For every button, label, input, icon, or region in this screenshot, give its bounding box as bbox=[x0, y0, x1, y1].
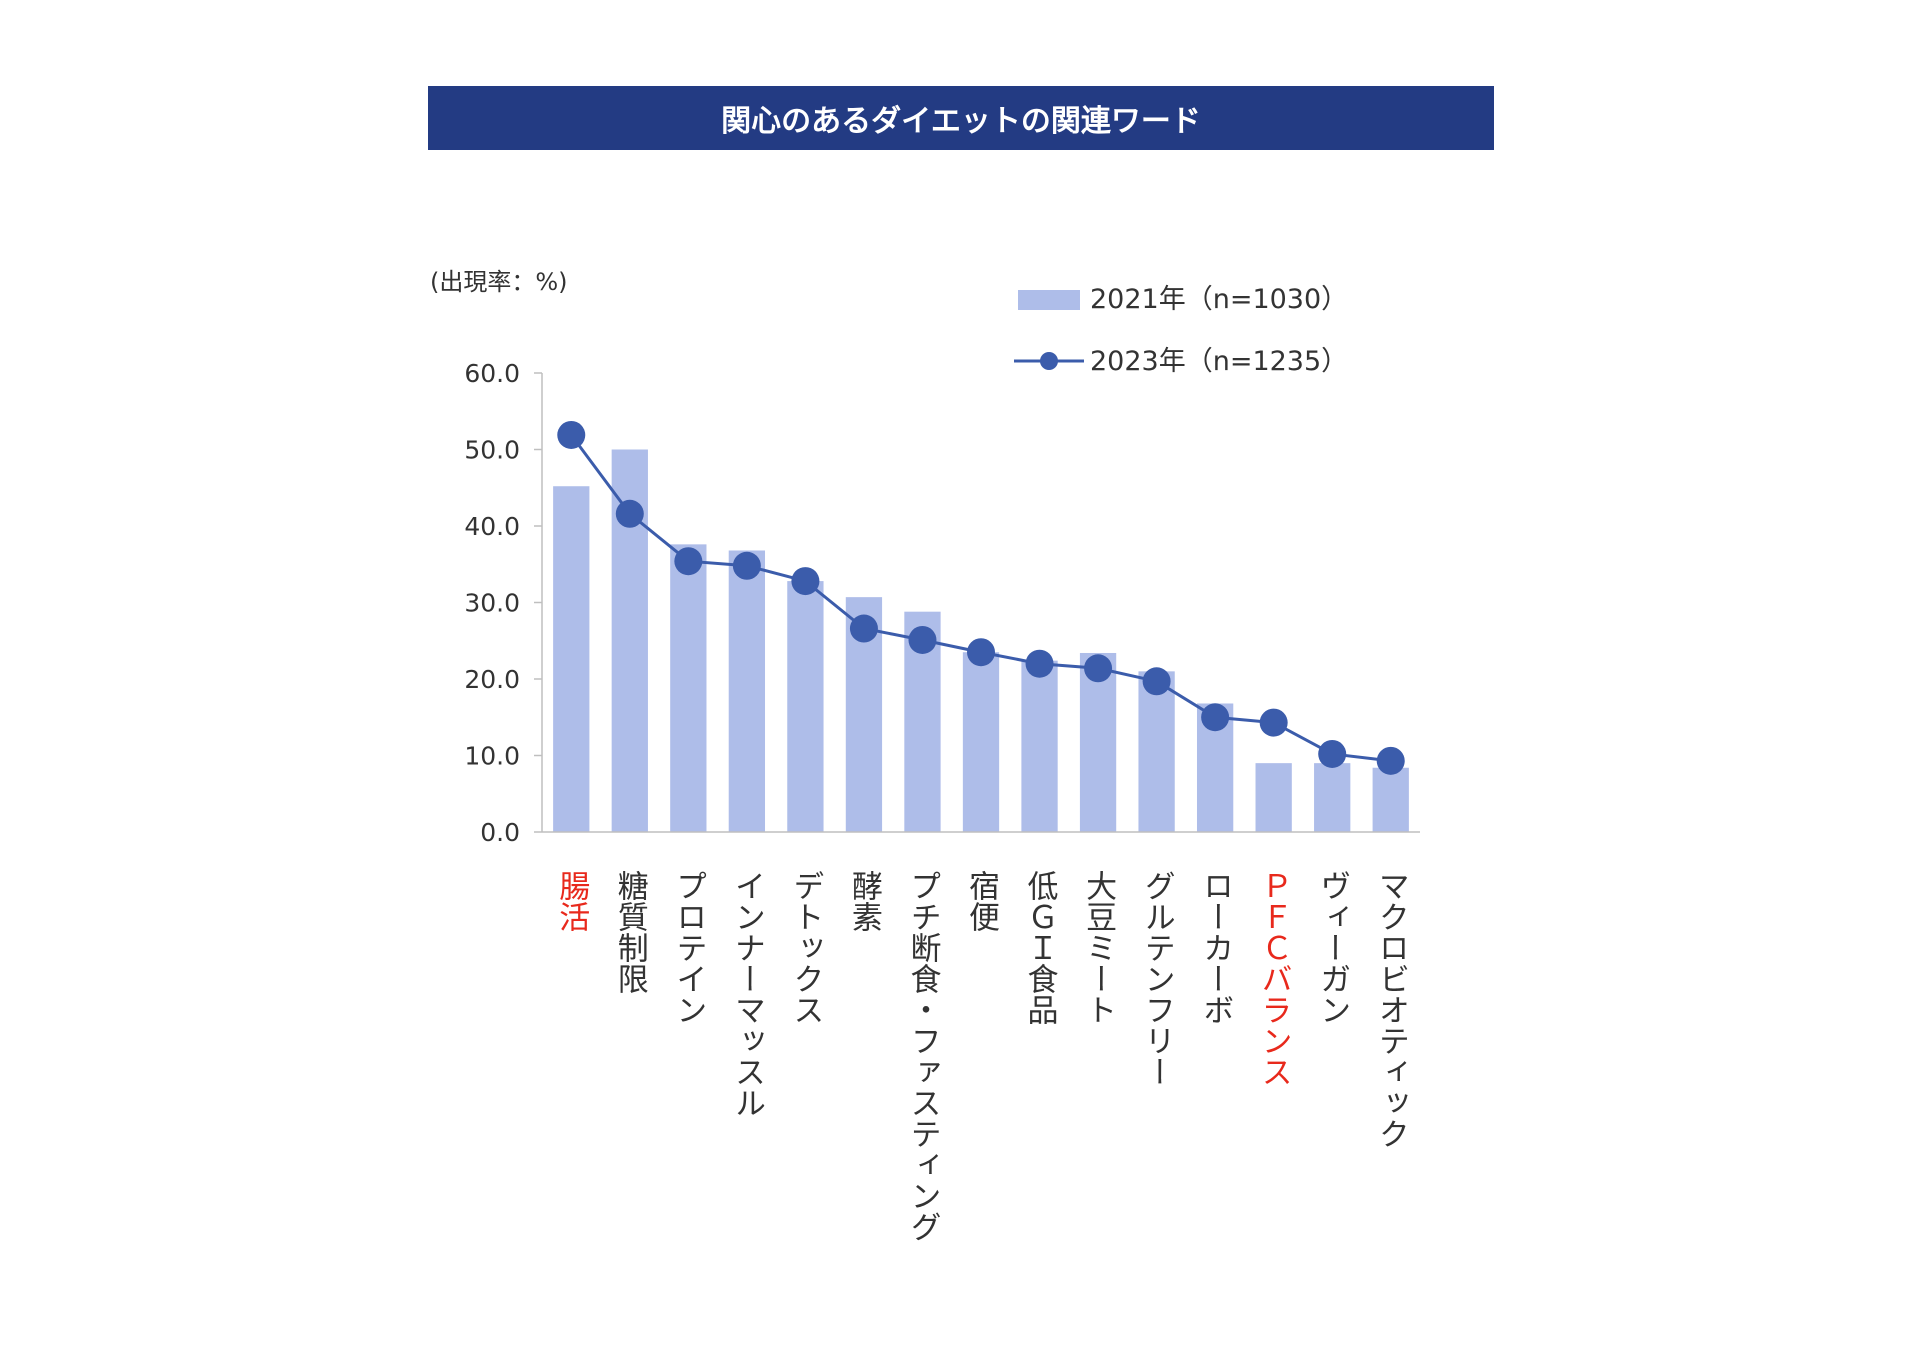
chart-title: 関心のあるダイエットの関連ワード bbox=[721, 104, 1201, 139]
x-category-label: ヴィーガン bbox=[1314, 870, 1350, 1025]
point-2023 bbox=[1025, 649, 1054, 678]
legend-2023-label: 2023年（n=1235） bbox=[1090, 346, 1348, 377]
x-category-label: 低ＧＩ食品 bbox=[1022, 870, 1059, 1025]
point-2023 bbox=[849, 614, 878, 643]
x-category-label: 大豆ミート bbox=[1080, 870, 1116, 1025]
x-category-label: プロテイン bbox=[670, 870, 706, 1025]
x-category-label: ローカーボ bbox=[1197, 870, 1233, 1025]
point-2023 bbox=[1318, 739, 1347, 768]
x-category-label: マクロビオティック bbox=[1373, 870, 1409, 1149]
x-category-label: 酵素 bbox=[846, 870, 882, 932]
y-tick-label: 60.0 bbox=[464, 359, 520, 388]
bar-2021 bbox=[728, 550, 766, 832]
bar-2021 bbox=[962, 652, 1000, 832]
x-category-label: 腸活 bbox=[553, 870, 590, 932]
y-tick-label: 20.0 bbox=[464, 665, 520, 694]
x-category-label: グルテンフリー bbox=[1139, 870, 1175, 1087]
bar-2021 bbox=[1255, 763, 1292, 832]
point-2023 bbox=[615, 499, 644, 528]
point-2023 bbox=[791, 567, 820, 596]
x-category-label: インナーマッスル bbox=[729, 870, 765, 1118]
legend-line-marker bbox=[1040, 352, 1058, 370]
legend: 2021年（n=1030） 2023年（n=1235） bbox=[1014, 284, 1348, 377]
point-2023 bbox=[1201, 703, 1230, 732]
bar-2021 bbox=[1314, 763, 1351, 832]
point-2023 bbox=[1142, 667, 1171, 696]
point-2023 bbox=[674, 547, 703, 576]
y-tick-label: 10.0 bbox=[464, 742, 520, 771]
x-category-label: 宿便 bbox=[963, 870, 999, 932]
y-tick-label: 40.0 bbox=[464, 512, 520, 541]
bar-2021 bbox=[1372, 767, 1409, 832]
bar-2021 bbox=[1021, 660, 1058, 832]
point-2023 bbox=[967, 638, 995, 667]
point-2023 bbox=[908, 625, 937, 654]
point-2023 bbox=[1084, 654, 1113, 683]
point-2023 bbox=[1259, 708, 1288, 737]
x-category-label: デトックス bbox=[787, 870, 823, 1025]
legend-bar-swatch bbox=[1018, 290, 1080, 310]
x-category-label: プチ断食・ファスティング bbox=[904, 870, 940, 1242]
y-axis-label: (出現率：%) bbox=[430, 268, 568, 296]
y-tick-label: 30.0 bbox=[464, 589, 520, 618]
bar-2021 bbox=[787, 581, 824, 832]
bar-2021 bbox=[553, 486, 590, 832]
bar-2021 bbox=[670, 544, 707, 832]
point-2023 bbox=[557, 420, 586, 449]
legend-2021-label: 2021年（n=1030） bbox=[1090, 284, 1348, 315]
point-2023 bbox=[732, 551, 761, 580]
bar-2021 bbox=[1138, 671, 1175, 832]
bar-2021 bbox=[1079, 652, 1117, 832]
point-2023 bbox=[1376, 746, 1405, 775]
chart-title-banner: 関心のあるダイエットの関連ワード bbox=[428, 86, 1494, 150]
x-category-label: 糖質制限 bbox=[612, 870, 649, 994]
y-tick-label: 0.0 bbox=[480, 818, 520, 847]
x-category-label: ＰＦＣバランス bbox=[1256, 870, 1292, 1087]
y-tick-label: 50.0 bbox=[464, 436, 520, 465]
